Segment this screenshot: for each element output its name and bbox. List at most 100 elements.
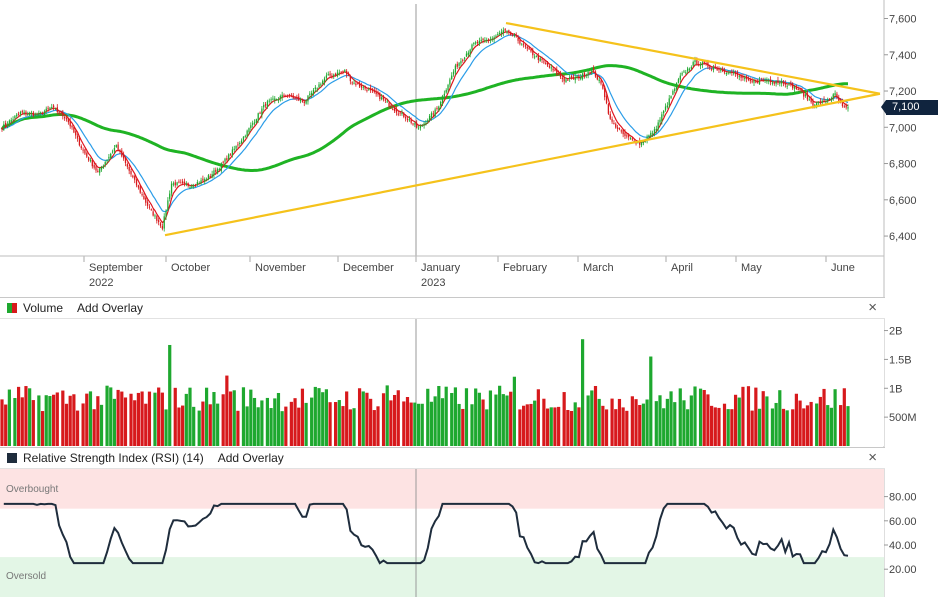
volume-bar	[328, 402, 332, 446]
candle-body	[388, 102, 390, 107]
candle-body	[202, 178, 204, 181]
candle-body	[382, 96, 385, 100]
ma-line-5	[1, 31, 849, 224]
volume-bar	[461, 408, 465, 446]
candle-body	[508, 30, 510, 32]
volume-bar	[334, 402, 338, 446]
candle-body	[189, 187, 191, 189]
candle-body	[340, 71, 342, 73]
candle-body	[452, 71, 455, 75]
candle-body	[87, 157, 90, 161]
candle-body	[369, 87, 372, 91]
candle-body	[600, 80, 602, 84]
price-tick-label-4: 7,200	[889, 86, 917, 98]
candle-body	[408, 119, 410, 121]
rsi-tick-label-1: 40.00	[889, 540, 917, 552]
candle-body	[740, 75, 742, 78]
volume-bar	[794, 393, 798, 446]
candle-body	[574, 76, 576, 81]
volume-bar	[352, 408, 356, 446]
candle-body	[228, 154, 230, 160]
candle-body	[605, 96, 608, 104]
candle-body	[513, 34, 516, 37]
volume-bar	[317, 388, 321, 446]
candle-body	[183, 181, 186, 184]
candle-body	[784, 83, 786, 85]
candle-body	[270, 99, 272, 101]
candle-body	[640, 141, 643, 146]
volume-bar	[746, 386, 751, 446]
candle-body	[758, 79, 761, 85]
candle-body	[753, 80, 755, 83]
candle-body	[530, 49, 532, 52]
candle-body	[616, 127, 619, 129]
candle-body	[432, 113, 434, 115]
volume-add-overlay-button[interactable]: Add Overlay	[77, 301, 144, 315]
volume-bar	[341, 406, 345, 446]
volume-bar	[809, 401, 813, 446]
candle-body	[325, 75, 328, 78]
candle-body	[371, 90, 374, 92]
volume-bar	[396, 390, 400, 446]
candle-body	[692, 62, 694, 66]
candle-body	[56, 107, 58, 112]
candle-body	[463, 57, 466, 59]
candle-body	[642, 141, 645, 143]
candle-body	[613, 123, 615, 125]
candle-body	[84, 149, 86, 154]
candle-body	[287, 95, 289, 97]
rsi-add-overlay-button[interactable]: Add Overlay	[217, 451, 284, 465]
volume-bar	[276, 392, 281, 446]
volume-bar	[72, 394, 76, 446]
volume-close-icon[interactable]: ×	[868, 299, 877, 316]
candle-body	[416, 123, 418, 128]
volume-bar	[710, 405, 714, 446]
volume-bar	[638, 405, 642, 446]
volume-bar	[426, 388, 430, 446]
candle-body	[592, 67, 595, 71]
volume-bar	[120, 391, 124, 446]
candle-body	[628, 135, 630, 138]
volume-bar	[791, 409, 795, 446]
volume-bar	[413, 402, 417, 446]
candle-body	[782, 82, 785, 84]
candle-body	[3, 124, 5, 130]
volume-bar	[798, 400, 802, 446]
candle-body	[169, 193, 171, 199]
candle-body	[674, 88, 676, 91]
candle-body	[830, 98, 833, 101]
volume-bar	[634, 399, 638, 446]
candle-body	[130, 170, 132, 175]
candle-body	[196, 182, 199, 186]
overbought-zone	[0, 469, 884, 509]
volume-bar	[757, 408, 762, 446]
candle-body	[591, 68, 593, 74]
candle-body	[430, 113, 433, 118]
volume-bar	[88, 391, 93, 446]
volume-bar	[293, 398, 297, 446]
candle-body	[281, 94, 283, 98]
volume-bar	[586, 395, 590, 446]
last-price-tag: 7,100	[881, 100, 938, 115]
candle-body	[834, 93, 836, 96]
volume-bar	[48, 396, 52, 446]
volume-bar	[284, 406, 288, 446]
month-label-may: May	[741, 262, 762, 274]
candle-body	[30, 113, 33, 115]
candle-body	[620, 130, 622, 132]
volume-bar	[494, 394, 498, 446]
volume-bar	[525, 404, 529, 446]
candle-body	[742, 76, 744, 78]
candle-body	[473, 42, 475, 45]
candle-body	[699, 64, 702, 66]
month-label-march: March	[583, 262, 614, 274]
rsi-close-icon[interactable]: ×	[868, 449, 877, 466]
candle-body	[159, 223, 162, 226]
candle-body	[393, 108, 396, 111]
candle-body	[307, 95, 309, 102]
candle-body	[598, 79, 600, 81]
candle-body	[301, 100, 304, 102]
volume-bar	[184, 393, 188, 446]
candle-body	[801, 88, 803, 92]
